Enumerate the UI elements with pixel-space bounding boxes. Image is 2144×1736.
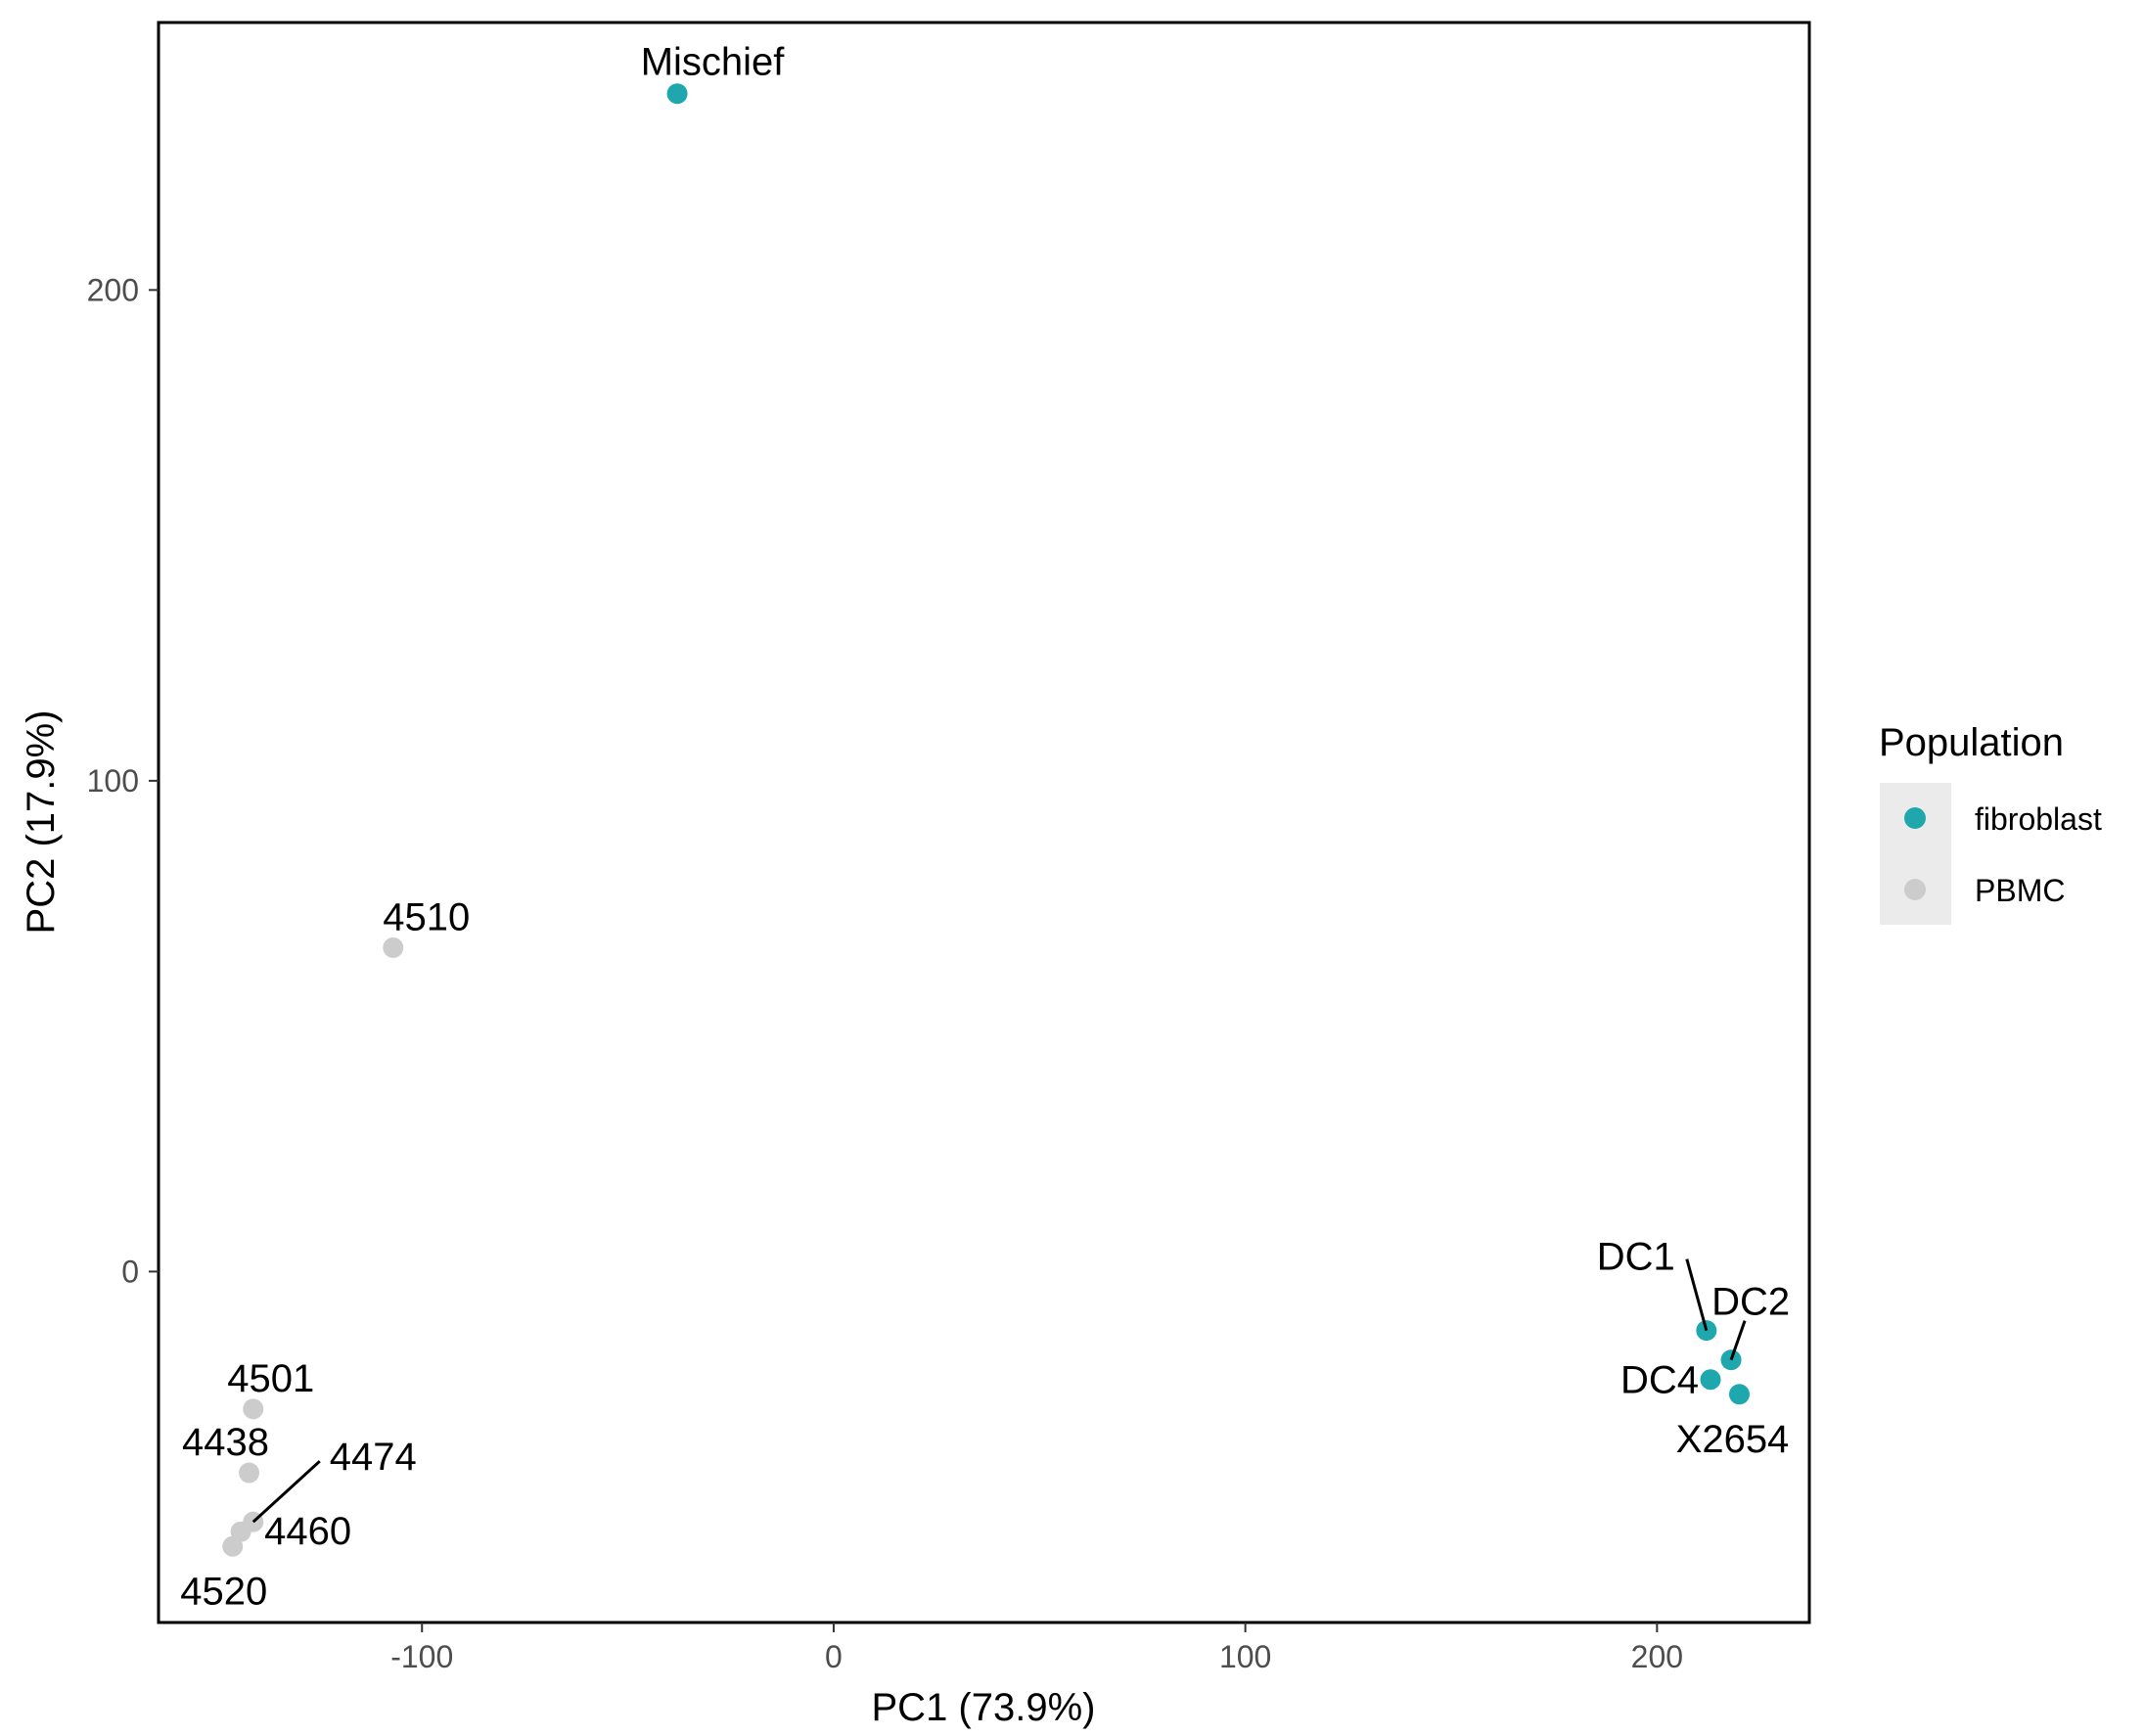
points-layer [222, 83, 1750, 1557]
data-point-4501 [243, 1398, 264, 1420]
point-label: 4510 [383, 895, 470, 938]
point-label: DC1 [1597, 1236, 1675, 1279]
data-point-mischief [666, 83, 688, 105]
label-leader-line [1729, 1320, 1747, 1361]
y-tick-label: 200 [87, 272, 139, 307]
point-label: 4520 [180, 1570, 267, 1613]
legend-title: Population [1879, 721, 2064, 764]
point-label: X2654 [1676, 1418, 1790, 1461]
point-label: DC4 [1620, 1359, 1699, 1402]
legend-label-pbmc: PBMC [1975, 873, 2065, 908]
legend-key-background [1880, 783, 1951, 925]
x-axis-title: PC1 (73.9%) [872, 1686, 1096, 1729]
legend-key-pbmc [1904, 879, 1926, 900]
y-axis-title: PC2 (17.9%) [20, 710, 63, 935]
point-label: 4474 [330, 1436, 417, 1479]
y-axis: 0 100 200 [87, 272, 159, 1289]
plot-panel-border [157, 21, 1811, 1624]
x-tick-label: 100 [1219, 1639, 1271, 1674]
point-label: Mischief [641, 41, 786, 84]
point-labels-layer: Mischief 4510 DC1 DC2 DC4 X2654 4501 4438 4474 44… [180, 41, 1790, 1614]
x-tick-label: 200 [1631, 1639, 1683, 1674]
y-tick-label: 0 [121, 1254, 139, 1289]
x-axis: -100 0 100 200 [390, 1622, 1683, 1674]
point-label: 4460 [264, 1510, 351, 1553]
label-leader-line [1685, 1258, 1709, 1331]
legend-label-fibroblast: fibroblast [1975, 801, 2102, 837]
legend-key-fibroblast [1904, 807, 1926, 829]
data-point-4438 [239, 1462, 260, 1484]
data-point-dc4 [1700, 1369, 1721, 1391]
y-tick-label: 100 [87, 763, 139, 799]
data-point-4520 [222, 1535, 244, 1557]
x-tick-label: 0 [825, 1639, 843, 1674]
data-point-x2654 [1728, 1384, 1750, 1405]
legend: Population fibroblast PBMC [1879, 721, 2102, 925]
label-leader-line [251, 1460, 321, 1524]
point-label: DC2 [1711, 1281, 1790, 1324]
point-label: 4438 [182, 1421, 269, 1464]
data-point-4510 [383, 937, 404, 958]
point-label: 4501 [227, 1357, 314, 1400]
x-tick-label: -100 [390, 1639, 453, 1674]
